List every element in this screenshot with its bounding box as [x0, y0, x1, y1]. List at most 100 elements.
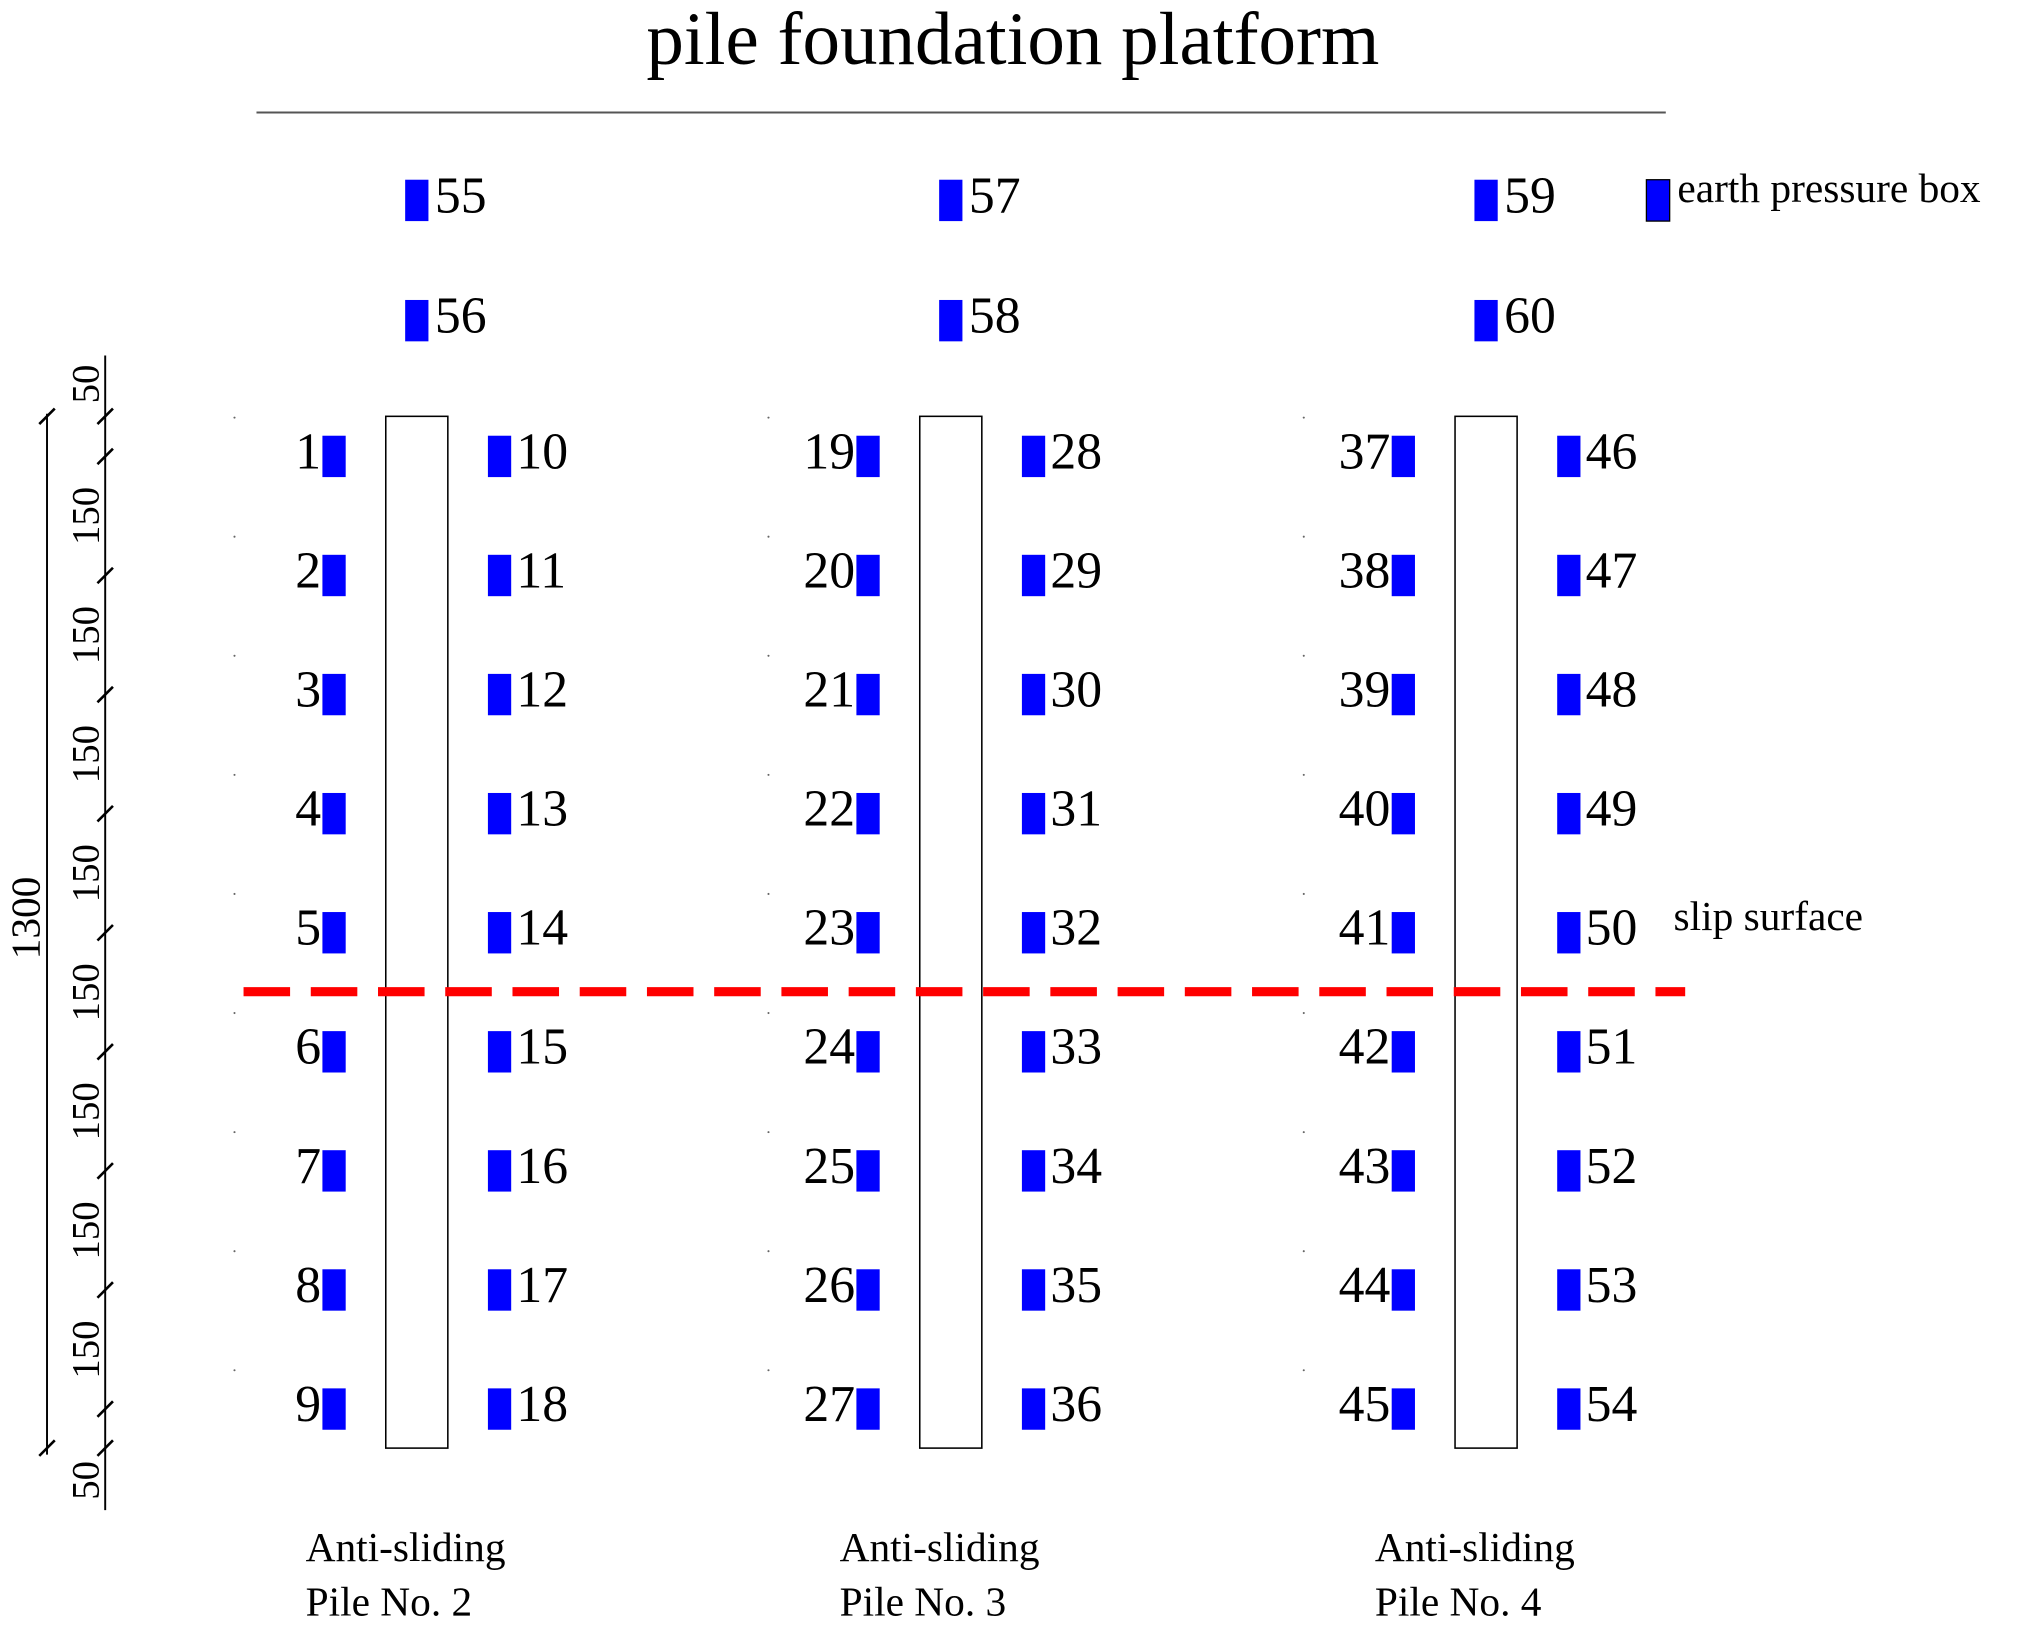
grid-dot	[233, 654, 236, 657]
earth-pressure-box	[487, 1269, 512, 1311]
box-number: 12	[516, 661, 568, 718]
earth-pressure-box	[322, 792, 346, 835]
slip-surface-label: slip surface	[1674, 893, 1864, 939]
box-number: 34	[1050, 1138, 1102, 1195]
dimension-tick	[96, 1439, 114, 1457]
box-number: 47	[1586, 542, 1638, 599]
earth-pressure-box	[1391, 1269, 1415, 1311]
dimension-total: 1300	[3, 877, 49, 960]
earth-pressure-box	[487, 554, 512, 597]
earth-pressure-box	[1021, 435, 1046, 478]
grid-dot	[233, 1369, 236, 1372]
pile	[384, 415, 449, 1449]
box-number: 36	[1050, 1376, 1102, 1433]
pile-label: Anti-sliding	[840, 1524, 1040, 1570]
earth-pressure-box	[1021, 1388, 1046, 1430]
dimension-tick	[96, 1281, 114, 1299]
box-number: 28	[1050, 423, 1102, 480]
earth-pressure-box	[322, 1388, 346, 1430]
earth-pressure-box	[1391, 1031, 1415, 1073]
earth-pressure-box	[856, 912, 880, 954]
dimension-tick	[38, 1439, 56, 1457]
box-number: 57	[969, 167, 1021, 224]
grid-dot	[1302, 892, 1305, 895]
earth-pressure-box	[322, 912, 346, 954]
earth-pressure-box	[1557, 554, 1581, 597]
grid-dot	[767, 773, 770, 776]
grid-dot	[767, 1131, 770, 1134]
earth-pressure-box	[487, 912, 512, 954]
earth-pressure-box	[939, 299, 963, 342]
box-number: 14	[516, 900, 568, 957]
earth-pressure-box	[1474, 299, 1498, 342]
box-number: 23	[803, 900, 855, 957]
pile-label: Pile No. 4	[1375, 1578, 1542, 1624]
box-number: 8	[295, 1257, 321, 1314]
dimension-tick	[96, 685, 114, 704]
earth-pressure-box	[1021, 673, 1046, 716]
earth-pressure-box	[1021, 792, 1046, 835]
earth-pressure-box	[1557, 435, 1581, 478]
earth-pressure-box	[487, 1150, 512, 1192]
box-number: 11	[516, 542, 566, 599]
grid-dot	[767, 1250, 770, 1253]
box-number: 31	[1050, 781, 1102, 838]
dimension-tick	[96, 924, 114, 942]
box-number: 3	[295, 661, 321, 718]
grid-dot	[767, 416, 770, 419]
earth-pressure-box	[405, 299, 429, 342]
box-number: 26	[803, 1257, 855, 1314]
box-number: 39	[1339, 661, 1391, 718]
earth-pressure-box	[856, 1150, 880, 1192]
box-number: 42	[1339, 1019, 1391, 1076]
earth-pressure-box	[1557, 1388, 1581, 1430]
grid-dot	[767, 1369, 770, 1372]
pile	[1454, 415, 1518, 1449]
box-number: 37	[1339, 423, 1391, 480]
earth-pressure-box	[405, 179, 429, 222]
dimension-label: 150	[65, 1201, 108, 1259]
box-number: 49	[1586, 781, 1638, 838]
grid-dot	[233, 773, 236, 776]
box-number: 48	[1586, 661, 1638, 718]
earth-pressure-box	[487, 435, 512, 478]
earth-pressure-box	[856, 1269, 880, 1311]
box-number: 35	[1050, 1257, 1102, 1314]
box-number: 27	[803, 1376, 855, 1433]
box-number: 56	[435, 288, 487, 345]
dimension-label: 150	[65, 487, 108, 545]
grid-dot	[233, 535, 236, 538]
box-number: 7	[295, 1138, 321, 1195]
earth-pressure-box	[1557, 1031, 1581, 1073]
box-number: 5	[295, 900, 321, 957]
box-number: 16	[516, 1138, 568, 1195]
dimension-tick	[96, 1043, 114, 1061]
box-number: 24	[803, 1019, 855, 1076]
box-number: 10	[516, 423, 568, 480]
earth-pressure-box	[1474, 179, 1498, 222]
dimension-tick	[96, 566, 114, 585]
earth-pressure-box	[1391, 435, 1415, 478]
dimension-label: 150	[65, 1320, 108, 1378]
box-number: 45	[1339, 1376, 1391, 1433]
grid-dot	[767, 892, 770, 895]
box-number: 21	[803, 661, 855, 718]
grid-dot	[767, 1011, 770, 1015]
dimension-tick	[96, 1400, 114, 1418]
pile-label: Pile No. 2	[306, 1578, 473, 1624]
box-number: 40	[1339, 781, 1391, 838]
earth-pressure-box	[487, 792, 512, 835]
earth-pressure-box	[1391, 1150, 1415, 1192]
earth-pressure-box	[1557, 1269, 1581, 1311]
legend-label: earth pressure box	[1677, 165, 1981, 211]
earth-pressure-box	[487, 1388, 512, 1430]
box-number: 41	[1339, 900, 1391, 957]
box-number: 13	[516, 781, 568, 838]
box-number: 2	[295, 542, 321, 599]
earth-pressure-box	[1391, 673, 1415, 716]
box-number: 30	[1050, 661, 1102, 718]
box-number: 32	[1050, 900, 1102, 957]
earth-pressure-box	[1557, 792, 1581, 835]
grid-dot	[1302, 1011, 1305, 1015]
